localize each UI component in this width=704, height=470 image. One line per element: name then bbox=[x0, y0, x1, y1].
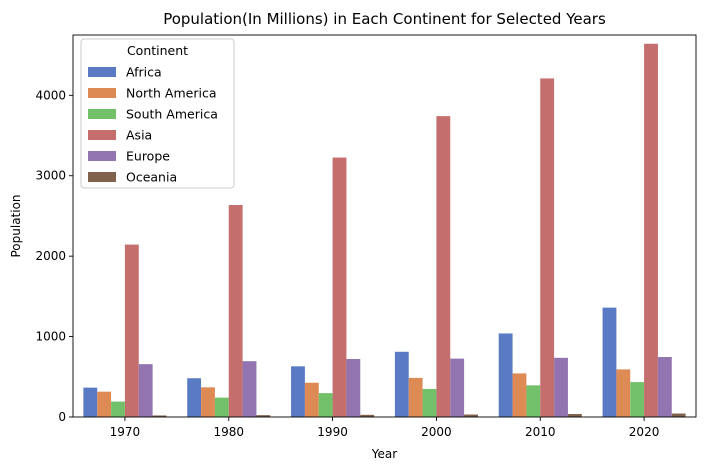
bar-south-america-1970 bbox=[111, 401, 125, 417]
y-tick-label: 0 bbox=[58, 410, 66, 424]
axes-layer: 1970 1980 1990 2000 2010 2020 0 1000 2000 3000 400… bbox=[35, 34, 697, 439]
bar-africa-1990 bbox=[291, 366, 305, 417]
bar-europe-1980 bbox=[242, 361, 257, 417]
x-axis-title: Year bbox=[371, 447, 397, 461]
legend-swatch-europe bbox=[88, 151, 116, 161]
legend-label-africa: Africa bbox=[126, 65, 162, 80]
x-tick-label: 2000 bbox=[421, 425, 452, 439]
bar-africa-2010 bbox=[498, 333, 513, 417]
legend: Continent Africa North America South Ameri… bbox=[80, 38, 235, 189]
bar-europe-1970 bbox=[138, 364, 153, 417]
bar-africa-1980 bbox=[187, 378, 202, 417]
bar-north-america-1990 bbox=[304, 382, 319, 417]
bar-asia-1980 bbox=[228, 205, 243, 417]
bar-africa-2000 bbox=[394, 351, 409, 417]
legend-swatch-africa bbox=[88, 67, 116, 77]
y-axis-title: Population bbox=[9, 194, 23, 257]
bar-europe-2000 bbox=[450, 358, 465, 417]
legend-label-south-america: South America bbox=[126, 107, 218, 122]
x-tick-label: 1970 bbox=[110, 425, 141, 439]
bar-oceania-1980 bbox=[256, 415, 271, 417]
bar-south-america-1990 bbox=[318, 393, 333, 417]
y-tick-label: 3000 bbox=[35, 169, 66, 183]
y-tick-label: 1000 bbox=[35, 330, 66, 344]
legend-swatch-north-america bbox=[88, 88, 116, 98]
legend-swatch-asia bbox=[88, 130, 116, 140]
legend-label-asia: Asia bbox=[126, 128, 152, 143]
x-tick-label: 1990 bbox=[317, 425, 348, 439]
bar-oceania-2010 bbox=[567, 414, 582, 417]
bar-south-america-2010 bbox=[526, 385, 541, 417]
bar-africa-1970 bbox=[83, 387, 98, 417]
bar-oceania-1970 bbox=[152, 415, 167, 417]
bar-oceania-2020 bbox=[671, 413, 686, 417]
bar-africa-2020 bbox=[602, 307, 617, 417]
legend-title: Continent bbox=[127, 43, 188, 58]
x-tick-label: 2010 bbox=[525, 425, 556, 439]
bar-europe-2010 bbox=[554, 357, 568, 417]
bar-north-america-2010 bbox=[512, 373, 527, 417]
legend-label-oceania: Oceania bbox=[126, 170, 177, 185]
legend-swatch-south-america bbox=[88, 109, 116, 119]
chart-title: Population(In Millions) in Each Continen… bbox=[163, 10, 606, 28]
bar-asia-1990 bbox=[332, 157, 347, 417]
bar-north-america-2000 bbox=[408, 377, 423, 417]
bar-oceania-1990 bbox=[360, 414, 375, 417]
y-tick-label: 2000 bbox=[35, 249, 66, 263]
bar-oceania-2000 bbox=[464, 414, 478, 417]
bar-south-america-2020 bbox=[630, 382, 645, 417]
legend-label-europe: Europe bbox=[126, 149, 170, 164]
bar-asia-2010 bbox=[540, 78, 555, 417]
bar-south-america-2000 bbox=[422, 388, 437, 417]
bar-north-america-1980 bbox=[201, 387, 215, 417]
bar-europe-2020 bbox=[657, 357, 672, 417]
bar-europe-1990 bbox=[346, 359, 361, 417]
bar-north-america-1970 bbox=[97, 391, 112, 417]
bar-asia-1970 bbox=[124, 244, 139, 417]
bar-south-america-1980 bbox=[214, 397, 229, 417]
bar-asia-2000 bbox=[436, 116, 451, 418]
legend-label-north-america: North America bbox=[126, 86, 217, 101]
legend-swatch-oceania bbox=[88, 172, 116, 182]
x-tick-label: 1980 bbox=[213, 425, 244, 439]
legend-box bbox=[80, 38, 235, 189]
plot-frame bbox=[72, 34, 697, 418]
bar-north-america-2020 bbox=[616, 369, 631, 417]
bar-asia-2020 bbox=[644, 43, 658, 417]
y-tick-label: 4000 bbox=[35, 88, 66, 102]
x-tick-label: 2020 bbox=[629, 425, 660, 439]
bars-layer bbox=[83, 43, 686, 418]
